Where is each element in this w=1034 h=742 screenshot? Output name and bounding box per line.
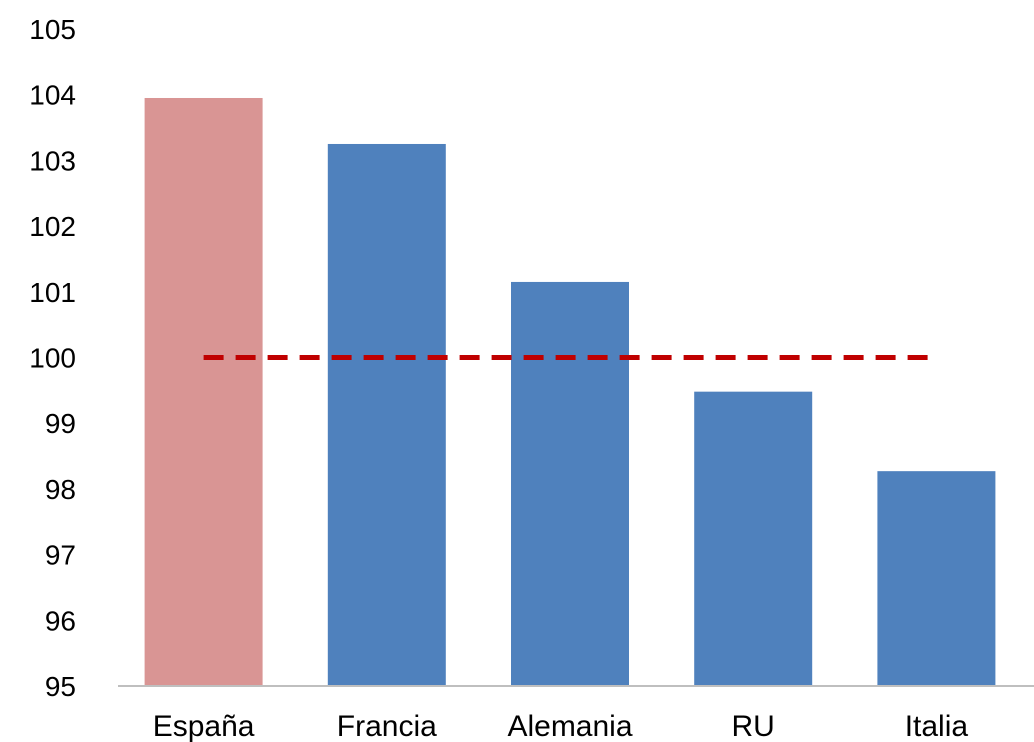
category-label: Francia [337,710,437,742]
y-tick-label: 98 [45,474,76,505]
y-tick-label: 104 [29,80,76,111]
category-label: Italia [905,710,969,742]
category-label: Alemania [507,710,632,742]
bar-francia [327,143,446,687]
y-tick-label: 95 [45,671,76,702]
y-tick-label: 96 [45,605,76,636]
bar-italia [877,471,996,686]
category-labels: España Francia Alemania RU Italia [153,710,969,742]
y-tick-label: 101 [29,277,76,308]
bars [144,97,996,687]
bar-ru [694,391,813,686]
y-tick-label: 97 [45,540,76,571]
y-axis-ticks: 95 96 97 98 99 100 101 102 103 104 105 [29,14,76,702]
y-tick-label: 103 [29,145,76,176]
category-label: RU [732,710,775,742]
bar-alemania [511,281,629,686]
y-tick-label: 105 [29,14,76,45]
bar-españa [144,97,263,687]
y-tick-label: 100 [29,343,76,374]
y-tick-label: 99 [45,408,76,439]
category-label: España [153,710,255,742]
y-tick-label: 102 [29,211,76,242]
